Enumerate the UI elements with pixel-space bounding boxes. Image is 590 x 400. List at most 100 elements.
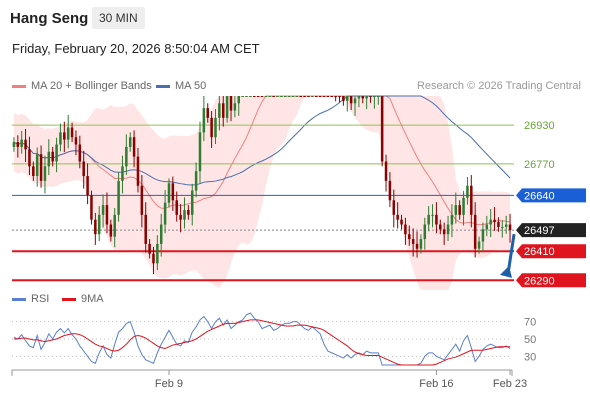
candle-body <box>245 96 248 97</box>
candle-body <box>501 226 504 228</box>
candle-body <box>295 96 299 97</box>
candle-body <box>446 224 450 235</box>
candle-body <box>28 149 31 167</box>
candle-body <box>504 224 508 227</box>
candle-body <box>39 154 43 181</box>
candle-body <box>477 241 481 249</box>
candle-body <box>109 224 113 237</box>
candle-body <box>152 253 155 264</box>
copyright: Research © 2026 Trading Central <box>416 80 581 92</box>
candle-body <box>101 205 105 215</box>
candle-body <box>291 96 295 97</box>
candle-body <box>481 229 485 242</box>
candle-body <box>334 96 337 97</box>
candle-body <box>140 185 144 215</box>
candle-body <box>187 209 190 215</box>
candle-body <box>24 139 27 150</box>
candle-body <box>125 146 128 167</box>
candle-body <box>214 117 217 138</box>
candle-body <box>202 108 206 133</box>
candle-body <box>353 98 357 104</box>
candle-body <box>485 224 489 230</box>
candle-body <box>508 224 512 231</box>
timestamp: Friday, February 20, 2026 8:50:04 AM CET <box>12 41 260 56</box>
candle-body <box>121 166 124 181</box>
level-label-26290: 26290 <box>524 275 555 287</box>
candle-body <box>136 156 140 186</box>
candle-body <box>264 96 268 97</box>
candle-body <box>497 222 500 227</box>
candle-body <box>404 224 407 235</box>
candle-body <box>90 195 93 220</box>
rsi-line <box>13 312 511 366</box>
candle-body <box>148 243 151 254</box>
candle-body <box>318 96 322 97</box>
candle-body <box>493 219 496 223</box>
bollinger-band <box>13 96 511 290</box>
candle-body <box>47 151 51 167</box>
candle-body <box>442 229 446 235</box>
legend-ma20-label: MA 20 + Bollinger Bands <box>31 80 152 92</box>
candle-body <box>78 144 82 162</box>
candle-body <box>431 214 434 216</box>
candle-body <box>272 96 275 97</box>
candle-body <box>276 96 279 97</box>
x-tick-label: Feb 9 <box>155 378 183 390</box>
candle-body <box>357 96 361 99</box>
candle-body <box>12 142 16 147</box>
candle-body <box>427 214 430 225</box>
candle-body <box>32 166 35 177</box>
interval-button[interactable]: 30 MIN <box>92 7 145 29</box>
candle-body <box>466 185 469 198</box>
candle-body <box>299 96 303 97</box>
candle-body <box>361 96 365 99</box>
rsi-swatch <box>12 297 26 301</box>
rsi-ma-line <box>13 319 511 366</box>
level-label-26770: 26770 <box>524 159 555 171</box>
candle-body <box>373 96 376 97</box>
candle-body <box>423 224 427 240</box>
candle-body <box>105 205 109 225</box>
candle-body <box>113 214 116 237</box>
candle-body <box>144 214 147 244</box>
legend-rsi-label: RSI <box>31 293 50 305</box>
candle-body <box>229 96 233 111</box>
candle-body <box>330 96 334 97</box>
candle-body <box>338 96 341 97</box>
candle-body <box>20 139 23 147</box>
candle-body <box>315 96 318 97</box>
candle-body <box>454 205 458 215</box>
candle-body <box>179 214 182 220</box>
x-tick-label: Feb 23 <box>493 378 527 390</box>
legend-ma50: MA 50 <box>156 80 206 92</box>
level-tag-26410 <box>516 244 586 259</box>
candle-body <box>411 239 415 244</box>
rsi-ma-swatch <box>62 297 76 301</box>
candle-body <box>342 96 345 101</box>
candle-body <box>237 96 241 104</box>
candle-body <box>171 183 175 201</box>
candle-body <box>183 209 186 220</box>
candle-body <box>218 103 221 118</box>
candle-body <box>450 214 454 225</box>
candle-body <box>392 200 396 215</box>
candle-body <box>94 219 97 235</box>
candle-body <box>225 96 229 118</box>
candle-body <box>369 96 372 97</box>
candle-body <box>51 151 54 162</box>
candle-body <box>55 144 58 162</box>
candle-body <box>163 202 167 225</box>
candle-body <box>252 96 256 97</box>
candle-body <box>175 200 178 215</box>
x-tick-label: Feb 16 <box>419 378 453 390</box>
candle-body <box>260 96 264 97</box>
candle-body <box>439 224 442 230</box>
candle-body <box>268 96 272 97</box>
candle-body <box>283 96 287 97</box>
candle-body <box>311 96 314 97</box>
candle-body <box>322 96 326 97</box>
candle-body <box>346 96 349 101</box>
candle-body <box>35 154 39 177</box>
candle-body <box>221 103 225 118</box>
